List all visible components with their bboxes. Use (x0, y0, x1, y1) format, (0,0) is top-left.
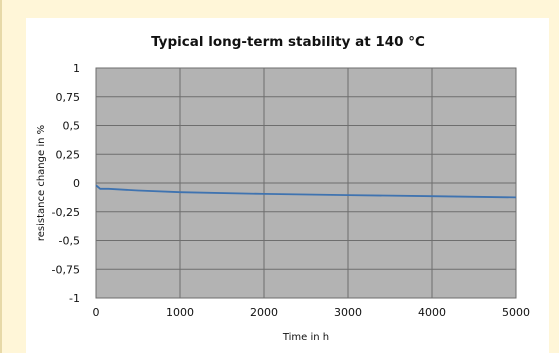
y-tick-label: -0,5 (59, 235, 80, 248)
grid-lines (95, 67, 517, 299)
y-tick-label: 0,25 (56, 148, 81, 161)
y-tick-label: -1 (69, 292, 80, 305)
y-tick-label: -0,75 (52, 263, 80, 276)
chart-title: Typical long-term stability at 140 °C (151, 34, 425, 50)
y-axis-label: resistance change in % (36, 125, 47, 241)
x-tick-label: 3000 (334, 306, 362, 319)
y-tick-label: 0,5 (63, 120, 81, 133)
y-tick-labels: 1 0,75 0,5 0,25 0 -0,25 -0,5 -0,75 -1 (52, 62, 80, 305)
x-tick-label: 4000 (418, 306, 446, 319)
y-tick-label: -0,25 (52, 206, 80, 219)
x-tick-label: 1000 (166, 306, 194, 319)
y-tick-label: 0,75 (56, 91, 81, 104)
plot-border (95, 67, 517, 299)
y-tick-label: 1 (73, 62, 80, 75)
x-tick-labels: 0 1000 2000 3000 4000 5000 (93, 306, 531, 319)
y-tick-label: 0 (73, 177, 80, 190)
x-tick-label: 2000 (250, 306, 278, 319)
x-tick-label: 5000 (502, 306, 530, 319)
series-line (95, 184, 517, 199)
x-axis-label: Time in h (282, 332, 329, 343)
x-tick-label: 0 (93, 306, 100, 319)
stability-chart: Typical long-term stability at 140 °C 10… (36, 34, 531, 343)
